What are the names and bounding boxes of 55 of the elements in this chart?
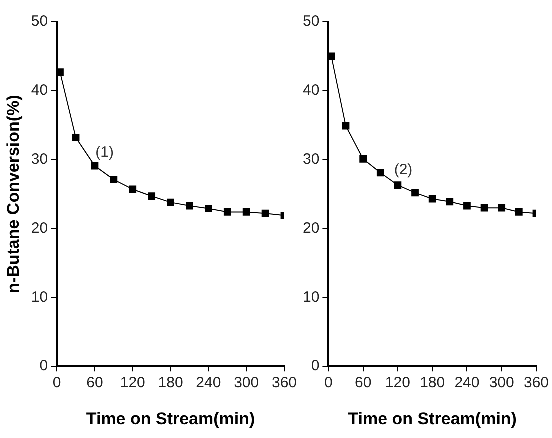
point xyxy=(342,122,350,130)
point xyxy=(110,176,118,184)
x-tick-label: 120 xyxy=(385,374,410,392)
y-tick-label: 10 xyxy=(302,288,320,306)
x-tick-label: 360 xyxy=(524,374,549,392)
x-tick-label: 360 xyxy=(272,374,297,392)
point xyxy=(428,195,436,203)
y-tick-label: 0 xyxy=(311,358,320,375)
x-tick-label: 0 xyxy=(52,374,62,392)
x-tick-label: 180 xyxy=(420,374,446,392)
x-tick-label: 300 xyxy=(234,374,260,392)
y-tick-label: 10 xyxy=(31,288,48,306)
point xyxy=(394,182,402,190)
annotation: (1) xyxy=(96,144,114,162)
point xyxy=(360,155,367,163)
point xyxy=(205,205,212,212)
point xyxy=(57,68,64,76)
point xyxy=(464,202,471,210)
y-tick-label: 20 xyxy=(31,220,48,237)
x-axis-title: Time on Stream(min) xyxy=(86,409,256,428)
point xyxy=(224,208,232,216)
annotation: (2) xyxy=(394,161,413,178)
x-tick-label: 60 xyxy=(86,374,104,392)
point xyxy=(412,189,419,197)
point xyxy=(167,198,174,206)
x-tick-label: 60 xyxy=(354,374,372,392)
x-tick-label: 300 xyxy=(489,374,514,392)
point xyxy=(129,186,137,194)
y-tick-label: 50 xyxy=(31,13,48,30)
x-tick-label: 240 xyxy=(454,374,480,392)
y-tick-label: 0 xyxy=(40,358,48,375)
point xyxy=(515,208,523,216)
point xyxy=(376,169,384,177)
point xyxy=(148,192,156,200)
point xyxy=(91,162,99,170)
x-tick-label: 120 xyxy=(120,374,146,392)
y-tick-label: 30 xyxy=(302,150,320,168)
x-axis-title: Time on Stream(min) xyxy=(348,409,517,428)
y-tick-label: 30 xyxy=(31,150,48,168)
point xyxy=(242,208,250,216)
x-tick-label: 0 xyxy=(324,374,333,392)
x-tick-label: 180 xyxy=(158,374,184,392)
y-tick-label: 40 xyxy=(302,82,320,100)
y-tick-label: 20 xyxy=(302,220,320,237)
point xyxy=(262,210,270,218)
y-tick-label: 40 xyxy=(31,82,48,100)
point xyxy=(480,204,488,212)
y-tick-label: 50 xyxy=(302,13,320,30)
x-tick-label: 240 xyxy=(196,374,222,392)
point xyxy=(446,198,454,206)
y-axis-title: n-Butane Conversion(%) xyxy=(4,95,23,294)
point xyxy=(328,52,336,60)
point xyxy=(498,204,506,212)
point xyxy=(186,202,194,210)
point xyxy=(72,134,80,142)
